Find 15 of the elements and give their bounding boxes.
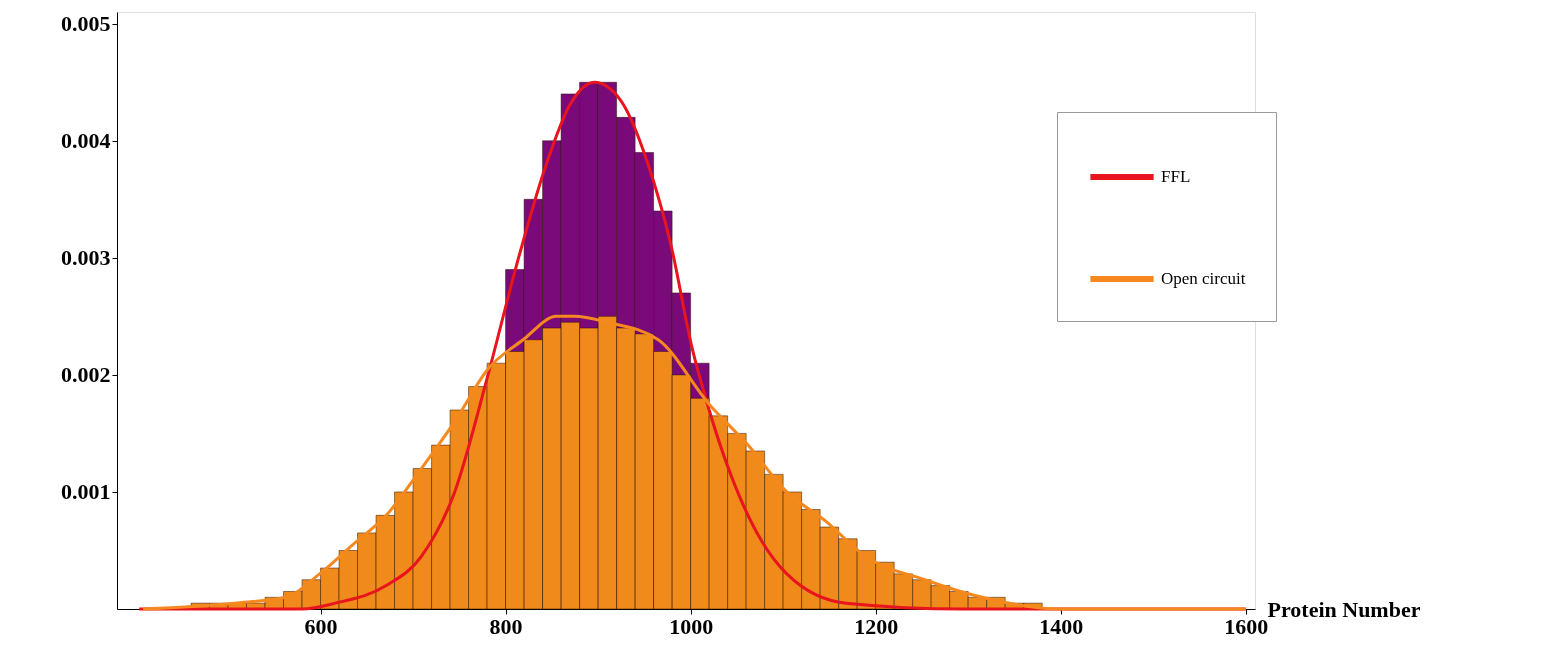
y-tick-label: 0.004 [61, 128, 111, 154]
x-tick-label: 1600 [1224, 613, 1269, 639]
line-series [141, 314, 1248, 611]
y-tick-label: 0.002 [61, 362, 111, 388]
x-tick-label: 1000 [669, 613, 714, 639]
y-tick-label: 0.003 [61, 245, 111, 271]
legend-label: FFL [1161, 167, 1191, 186]
x-tick-label: 1400 [1039, 613, 1084, 639]
x-tick-label: 600 [304, 613, 338, 639]
x-tick-label: 800 [489, 613, 523, 639]
y-tick-label: 0.001 [61, 479, 111, 505]
x-tick-label: 1200 [854, 613, 899, 639]
x-axis-title: Protein Number [1267, 596, 1421, 622]
y-tick-label: 0.005 [61, 11, 111, 37]
legend-label: Open circuit [1161, 269, 1246, 288]
